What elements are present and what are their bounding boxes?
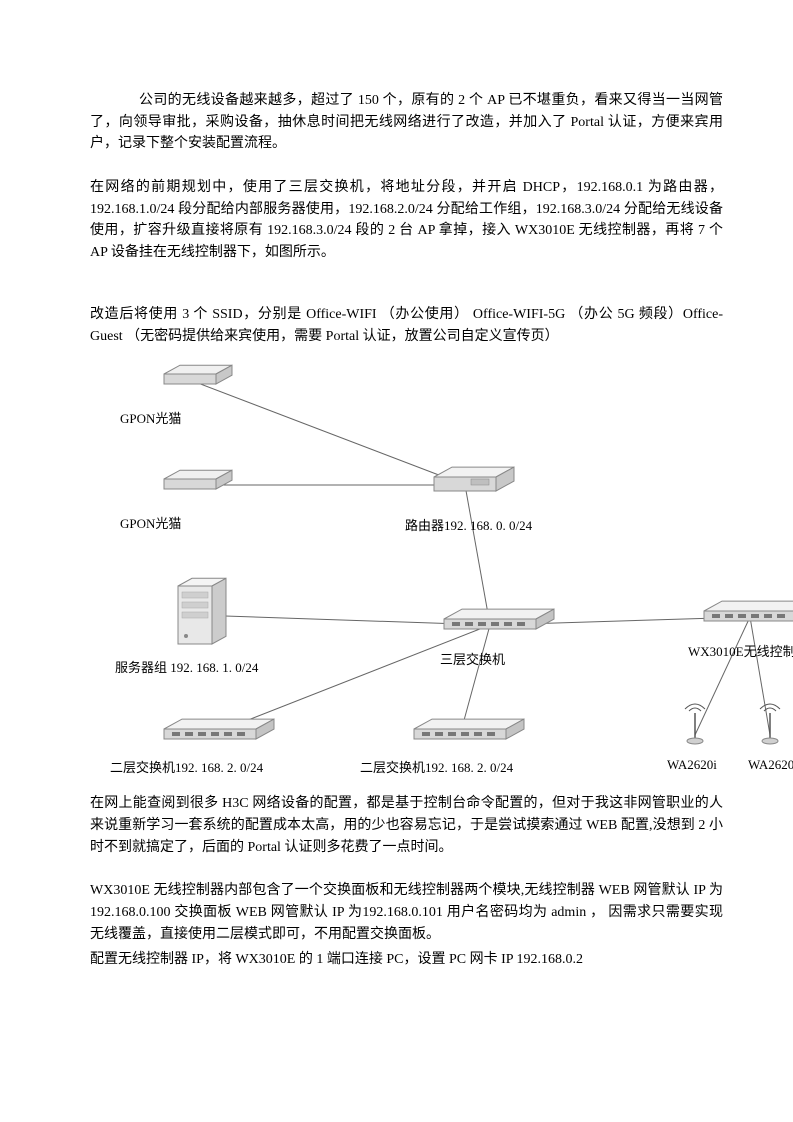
diagram-label-router: 路由器192. 168. 0. 0/24 — [405, 515, 532, 534]
network-svg — [90, 355, 790, 785]
diagram-label-ap1: WA2620i — [667, 757, 717, 773]
paragraph-1: 公司的无线设备越来越多，超过了 150 个，原有的 2 个 AP 已不堪重负，看… — [90, 90, 723, 155]
paragraph-3: 改造后将使用 3 个 SSID，分别是 Office-WIFI （办公使用） O… — [90, 304, 723, 347]
paragraph-2: 在网络的前期规划中，使用了三层交换机，将地址分段，并开启 DHCP，192.16… — [90, 177, 723, 264]
diagram-label-l2sw2: 二层交换机192. 168. 2. 0/24 — [360, 757, 513, 776]
diagram-label-server: 服务器组 192. 168. 1. 0/24 — [115, 657, 258, 676]
diagram-label-l3sw: 三层交换机 — [440, 649, 505, 668]
diagram-label-ap2: WA2620 — [748, 757, 793, 773]
diagram-label-gpon2: GPON光猫 — [120, 513, 181, 532]
paragraph-4: 在网上能查阅到很多 H3C 网络设备的配置，都是基于控制台命令配置的，但对于我这… — [90, 793, 723, 858]
paragraph-6: 配置无线控制器 IP，将 WX3010E 的 1 端口连接 PC，设置 PC 网… — [90, 949, 723, 971]
diagram-label-gpon1: GPON光猫 — [120, 408, 181, 427]
diagram-label-wlc: WX3010E无线控制器 — [688, 641, 793, 660]
paragraph-5: WX3010E 无线控制器内部包含了一个交换面板和无线控制器两个模块,无线控制器… — [90, 880, 723, 945]
network-diagram: GPON光猫GPON光猫路由器192. 168. 0. 0/24服务器组 192… — [90, 355, 790, 785]
diagram-label-l2sw1: 二层交换机192. 168. 2. 0/24 — [110, 757, 263, 776]
